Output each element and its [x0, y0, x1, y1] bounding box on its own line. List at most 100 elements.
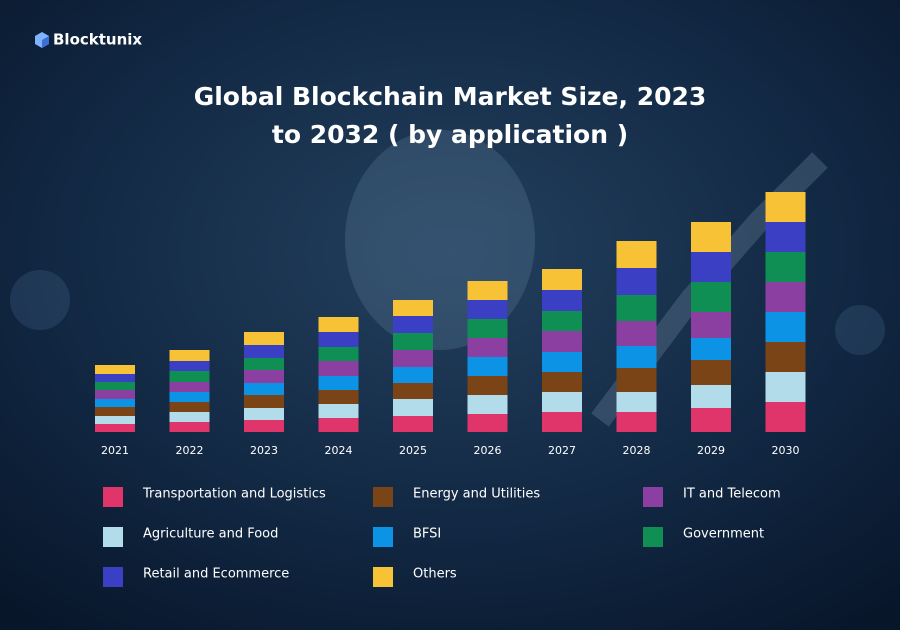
- legend-label: IT and Telecom: [683, 487, 781, 502]
- x-tick-label: 2026: [474, 444, 502, 457]
- legend-swatch: [643, 487, 663, 507]
- bar-segment: [244, 395, 284, 408]
- legend-label: Others: [413, 567, 457, 582]
- bar-segment: [542, 352, 582, 372]
- bar-segment: [616, 412, 657, 432]
- bar-segment: [393, 333, 433, 350]
- x-tick-label: 2024: [325, 444, 353, 457]
- bar-segment: [691, 338, 731, 360]
- bar-segment: [616, 295, 657, 321]
- legend-swatch: [373, 527, 393, 547]
- bar-segment: [691, 282, 731, 312]
- bar-segment: [244, 332, 284, 345]
- chart-title: Global Blockchain Market Size, 2023: [194, 82, 707, 111]
- bar-segment: [616, 346, 657, 368]
- x-tick-label: 2028: [623, 444, 651, 457]
- legend-label: Government: [683, 527, 764, 542]
- x-tick-label: 2029: [697, 444, 725, 457]
- bar-segment: [765, 192, 806, 222]
- bar-segment: [318, 332, 359, 347]
- x-tick-label: 2025: [399, 444, 427, 457]
- legend-swatch: [103, 527, 123, 547]
- bar-segment: [691, 222, 731, 252]
- bar-segment: [765, 342, 806, 372]
- bar-segment: [616, 241, 657, 268]
- bar-segment: [467, 376, 508, 395]
- bar-segment: [467, 414, 508, 432]
- bar-segment: [169, 412, 210, 422]
- bar-segment: [393, 350, 433, 367]
- bar-segment: [244, 383, 284, 395]
- bar-segment: [244, 420, 284, 432]
- bar-segment: [691, 408, 731, 432]
- bar-segment: [542, 290, 582, 311]
- bar-segment: [244, 408, 284, 420]
- bar-segment: [393, 383, 433, 399]
- bar-segment: [542, 372, 582, 392]
- x-tick-label: 2022: [176, 444, 204, 457]
- legend-label: Energy and Utilities: [413, 487, 540, 502]
- bar-segment: [95, 390, 135, 399]
- bar-segment: [318, 347, 359, 361]
- bar-segment: [244, 370, 284, 383]
- bar-segment: [318, 361, 359, 376]
- bar-segment: [95, 424, 135, 432]
- bar-segment: [169, 350, 210, 361]
- bar-segment: [95, 416, 135, 424]
- bar-segment: [542, 331, 582, 352]
- bar-segment: [169, 422, 210, 432]
- bar-segment: [765, 282, 806, 312]
- bar-segment: [765, 402, 806, 432]
- bar-segment: [467, 357, 508, 376]
- bar-segment: [765, 312, 806, 342]
- bar-segment: [393, 300, 433, 316]
- bar-segment: [467, 300, 508, 319]
- bar-segment: [393, 399, 433, 416]
- bar-segment: [318, 390, 359, 404]
- bar-segment: [95, 374, 135, 382]
- bar-segment: [244, 358, 284, 370]
- logo: Blocktunix: [35, 31, 142, 49]
- x-tick-label: 2021: [101, 444, 129, 457]
- bar-segment: [691, 252, 731, 282]
- bar-segment: [765, 372, 806, 402]
- x-tick-label: 2027: [548, 444, 576, 457]
- bar-segment: [244, 345, 284, 358]
- bar-segment: [393, 416, 433, 432]
- bar-segment: [169, 382, 210, 392]
- bar-segment: [542, 311, 582, 331]
- bar-segment: [95, 407, 135, 416]
- bar-segment: [616, 268, 657, 295]
- bar-segment: [691, 360, 731, 385]
- bar-segment: [318, 376, 359, 390]
- x-tick-label: 2023: [250, 444, 278, 457]
- bar-segment: [691, 312, 731, 338]
- brand: Blocktunix: [53, 31, 142, 49]
- bar-segment: [765, 222, 806, 252]
- bar-segment: [318, 418, 359, 432]
- bar-segment: [95, 365, 135, 374]
- bar-segment: [691, 385, 731, 408]
- legend-swatch: [103, 487, 123, 507]
- bar-segment: [95, 399, 135, 407]
- bar-segment: [616, 392, 657, 412]
- chart-title: to 2032 ( by application ): [272, 120, 628, 149]
- bar-segment: [467, 281, 508, 300]
- bar-segment: [318, 404, 359, 418]
- bar-segment: [169, 392, 210, 402]
- bar-segment: [393, 316, 433, 333]
- bar-segment: [616, 321, 657, 346]
- bar-segment: [542, 412, 582, 432]
- bar-segment: [765, 252, 806, 282]
- bar-segment: [318, 317, 359, 332]
- bar-segment: [393, 367, 433, 383]
- bar-segment: [169, 402, 210, 412]
- bar-segment: [169, 361, 210, 371]
- x-tick-label: 2030: [772, 444, 800, 457]
- legend-swatch: [643, 527, 663, 547]
- legend-label: BFSI: [413, 527, 441, 542]
- bar-segment: [542, 269, 582, 290]
- legend-swatch: [373, 567, 393, 587]
